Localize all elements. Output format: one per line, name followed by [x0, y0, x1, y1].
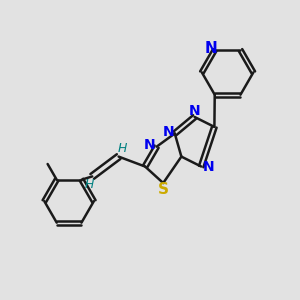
Text: N: N	[204, 41, 217, 56]
Text: N: N	[163, 125, 175, 139]
Text: N: N	[189, 104, 200, 118]
Text: N: N	[202, 160, 214, 173]
Text: N: N	[143, 138, 155, 152]
Text: H: H	[84, 178, 94, 191]
Text: H: H	[117, 142, 127, 155]
Text: S: S	[158, 182, 169, 197]
